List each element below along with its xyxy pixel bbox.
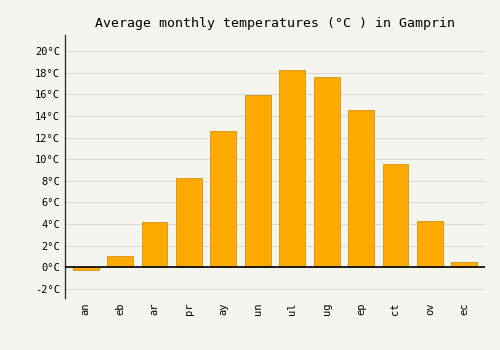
Bar <box>245 96 270 267</box>
Bar <box>72 267 99 271</box>
Bar <box>314 77 340 267</box>
Bar <box>107 257 133 267</box>
Bar <box>142 222 168 267</box>
Bar <box>417 221 443 267</box>
Bar <box>280 70 305 267</box>
Bar <box>176 177 202 267</box>
Title: Average monthly temperatures (°C ) in Gamprin: Average monthly temperatures (°C ) in Ga… <box>95 17 455 30</box>
Bar <box>348 110 374 267</box>
Bar <box>452 262 477 267</box>
Bar <box>210 131 236 267</box>
Bar <box>382 163 408 267</box>
